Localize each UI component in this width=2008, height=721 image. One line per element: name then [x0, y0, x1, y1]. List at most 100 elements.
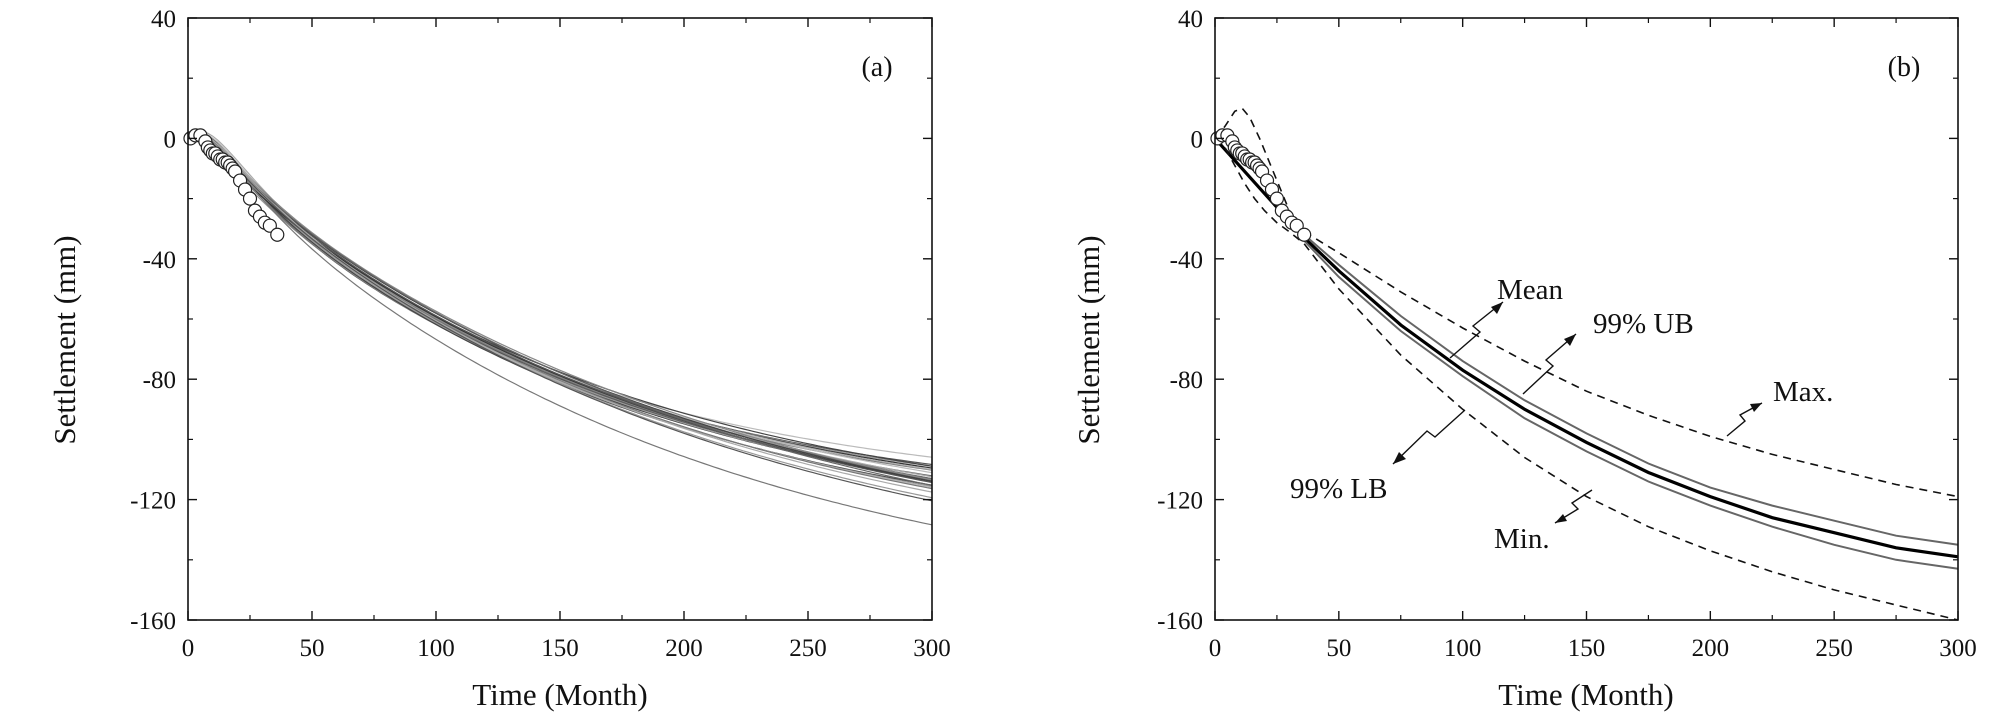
panel-b-x-tick-label: 50 [1326, 635, 1351, 662]
annotation-min: Min. [1494, 489, 1593, 555]
panel-a-observed-point [262, 218, 277, 233]
panel-b-lines [1213, 107, 1959, 621]
panel-b-y-tick-label: 40 [1178, 6, 1203, 33]
panel-a-x-tick-label: 200 [665, 635, 703, 662]
panel-a-y-tick-label: -40 [143, 247, 176, 274]
annotation-min-arrow [1554, 489, 1593, 524]
panel-a-y-axis-title: Settlement (mm) [47, 235, 82, 444]
panel-b-extreme-line [1303, 243, 1959, 621]
panel-a-y-tick-label: 40 [151, 6, 176, 33]
panel-a-realization-line [187, 136, 933, 480]
panel-b-observed-point [1289, 218, 1304, 233]
panel-a-realization-line [187, 134, 933, 466]
panel-b-y-tick-label: 0 [1191, 126, 1204, 153]
panel-a-realization-line [187, 135, 933, 481]
panel-a-realization-line [187, 136, 933, 502]
panel-b-x-axis-title: Time (Month) [1498, 677, 1673, 712]
panel-b: 0 50 100 150 200 250 300 -160 -120 -80 -40 0 40 Time… [1071, 6, 1977, 712]
panel-a-realization-line [187, 137, 933, 482]
panel-a-label: (a) [861, 52, 892, 83]
panel-a-y-tick-label: -160 [130, 608, 176, 635]
panel-a-realization-line [187, 136, 933, 477]
panel-a-x-tick-label: 100 [417, 635, 455, 662]
panel-a-realization-line [187, 136, 933, 486]
panel-a-realization-line [187, 132, 933, 469]
annotation-ub-arrowhead [1564, 334, 1576, 346]
panel-a-realization-line [187, 137, 933, 486]
panel-a-realization-line [187, 136, 933, 458]
panel-a-realization-line [187, 137, 933, 471]
panel-a-x-tick-label: 250 [789, 635, 827, 662]
panel-a-ticks: 0 50 100 150 200 250 300 -160 -120 -80 -40 0 40 [130, 6, 951, 662]
panel-b-x-tick-label: 150 [1568, 635, 1606, 662]
panel-a-realization-line [187, 135, 933, 526]
annotation-min-label: Min. [1494, 523, 1550, 555]
panel-a-realization-line [187, 135, 933, 487]
panel-a-plot-frame [187, 17, 933, 621]
panel-b-x-tick-label: 300 [1939, 635, 1977, 662]
panel-a-realization-line [187, 135, 933, 471]
panel-a-realization-line [187, 131, 933, 489]
panel-b-label: (b) [1888, 52, 1921, 83]
panel-a-y-tick-label: 0 [164, 126, 177, 153]
panel-a-realization-line [187, 137, 933, 474]
panel-a-x-tick-label: 0 [182, 635, 195, 662]
panel-a-realization-line [187, 130, 933, 478]
annotation-lb-arrowhead [1393, 452, 1406, 464]
panel-a-realization-line [187, 133, 933, 477]
panel-b-observed-points [1210, 128, 1312, 242]
panel-b-mean-line [1213, 137, 1959, 559]
panel-a-realization-line [187, 133, 933, 480]
panel-b-x-tick-label: 0 [1209, 635, 1222, 662]
panel-a-realization-line [187, 134, 933, 490]
panel-a: 0 50 100 150 200 250 300 -160 -120 -80 -40 0 40 Time… [47, 6, 951, 712]
annotation-mean-arrowhead [1491, 302, 1503, 314]
panel-a-x-axis-title: Time (Month) [472, 677, 647, 712]
panel-b-x-tick-label: 250 [1815, 635, 1853, 662]
panel-a-realization-line [187, 134, 933, 499]
panel-b-observed-point [1269, 191, 1285, 206]
annotation-mean-arrow [1449, 301, 1504, 359]
annotation-lb-arrow [1392, 409, 1466, 465]
panel-b-x-tick-label: 200 [1692, 635, 1730, 662]
annotation-max: Max. [1726, 376, 1833, 437]
panel-b-y-axis-title: Settlement (mm) [1071, 235, 1106, 444]
panel-a-lines [187, 130, 933, 526]
panel-b-extreme-line [1303, 231, 1959, 498]
panel-a-realization-line [187, 137, 933, 481]
panel-a-realization-line [187, 132, 933, 480]
panel-b-extreme-line [1214, 107, 1305, 233]
panel-a-y-tick-label: -120 [130, 488, 176, 515]
panel-a-realization-line [187, 134, 933, 480]
annotation-lb-label: 99% LB [1290, 473, 1387, 505]
panel-a-realization-line [187, 136, 933, 484]
panel-a-realization-line [187, 136, 933, 482]
panel-b-x-tick-label: 100 [1444, 635, 1482, 662]
panel-a-observed-points [183, 128, 285, 242]
panel-b-bound-line [1303, 240, 1959, 570]
annotation-min-arrowhead [1555, 514, 1567, 523]
annotation-ub-label: 99% UB [1593, 308, 1694, 340]
annotation-ub: 99% UB [1522, 308, 1694, 395]
panel-a-realization-line [187, 136, 933, 480]
annotation-max-arrow [1726, 402, 1763, 437]
annotation-max-arrowhead [1750, 403, 1762, 412]
annotation-ub-arrow [1522, 333, 1577, 395]
panel-a-x-tick-label: 300 [913, 635, 951, 662]
panel-b-y-tick-label: -120 [1157, 488, 1203, 515]
annotation-lb: 99% LB [1290, 409, 1466, 505]
annotation-mean-label: Mean [1497, 274, 1564, 306]
panel-a-realization-line [187, 133, 933, 493]
panel-a-x-tick-label: 50 [300, 635, 325, 662]
annotation-max-label: Max. [1773, 376, 1833, 408]
panel-b-y-tick-label: -160 [1157, 608, 1203, 635]
panel-b-plot-frame [1214, 17, 1959, 621]
panel-b-y-tick-label: -40 [1170, 247, 1203, 274]
panel-b-y-tick-label: -80 [1170, 367, 1203, 394]
panel-a-x-tick-label: 150 [541, 635, 579, 662]
panel-b-ticks: 0 50 100 150 200 250 300 -160 -120 -80 -40 0 40 [1157, 6, 1977, 662]
panel-b-bound-line [1303, 233, 1959, 546]
panel-b-extreme-line [1214, 137, 1305, 245]
